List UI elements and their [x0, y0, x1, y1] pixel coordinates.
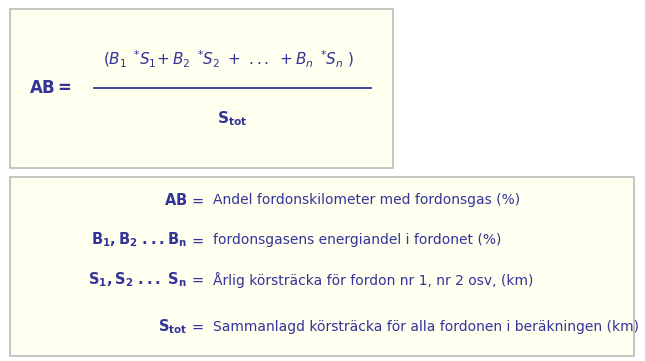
Text: fordonsgasens energiandel i fordonet (%): fordonsgasens energiandel i fordonet (%) — [213, 233, 501, 247]
Text: $\mathbf{S_1, S_2\ ...\ S_n}$: $\mathbf{S_1, S_2\ ...\ S_n}$ — [88, 270, 187, 289]
FancyBboxPatch shape — [10, 9, 393, 168]
Text: $=$: $=$ — [189, 319, 204, 334]
Text: Sammanlagd körsträcka för alla fordonen i beräkningen (km): Sammanlagd körsträcka för alla fordonen … — [213, 320, 639, 334]
Text: $=$: $=$ — [189, 193, 204, 208]
Text: Årlig körsträcka för fordon nr 1, nr 2 osv, (km): Årlig körsträcka för fordon nr 1, nr 2 o… — [213, 272, 533, 288]
Text: $\mathbf{B_1, B_2\ ...B_n}$: $\mathbf{B_1, B_2\ ...B_n}$ — [91, 231, 187, 249]
Text: $\mathbf{AB}$: $\mathbf{AB}$ — [164, 192, 187, 208]
Text: $\mathbf{AB=}$: $\mathbf{AB=}$ — [29, 79, 72, 97]
Text: $=$: $=$ — [189, 232, 204, 248]
FancyBboxPatch shape — [10, 177, 634, 356]
Text: $\mathbf{S_{tot}}$: $\mathbf{S_{tot}}$ — [158, 317, 187, 336]
Text: $\mathbf{S_{tot}}$: $\mathbf{S_{tot}}$ — [217, 110, 248, 129]
Text: $(B_1\ {}^*\!S_1\!+B_2\ {}^*\!S_2\ +\ ...\ +B_n\ {}^*\!S_n\ )$: $(B_1\ {}^*\!S_1\!+B_2\ {}^*\!S_2\ +\ ..… — [103, 49, 354, 70]
Text: $=$: $=$ — [189, 272, 204, 287]
Text: Andel fordonskilometer med fordonsgas (%): Andel fordonskilometer med fordonsgas (%… — [213, 193, 520, 207]
